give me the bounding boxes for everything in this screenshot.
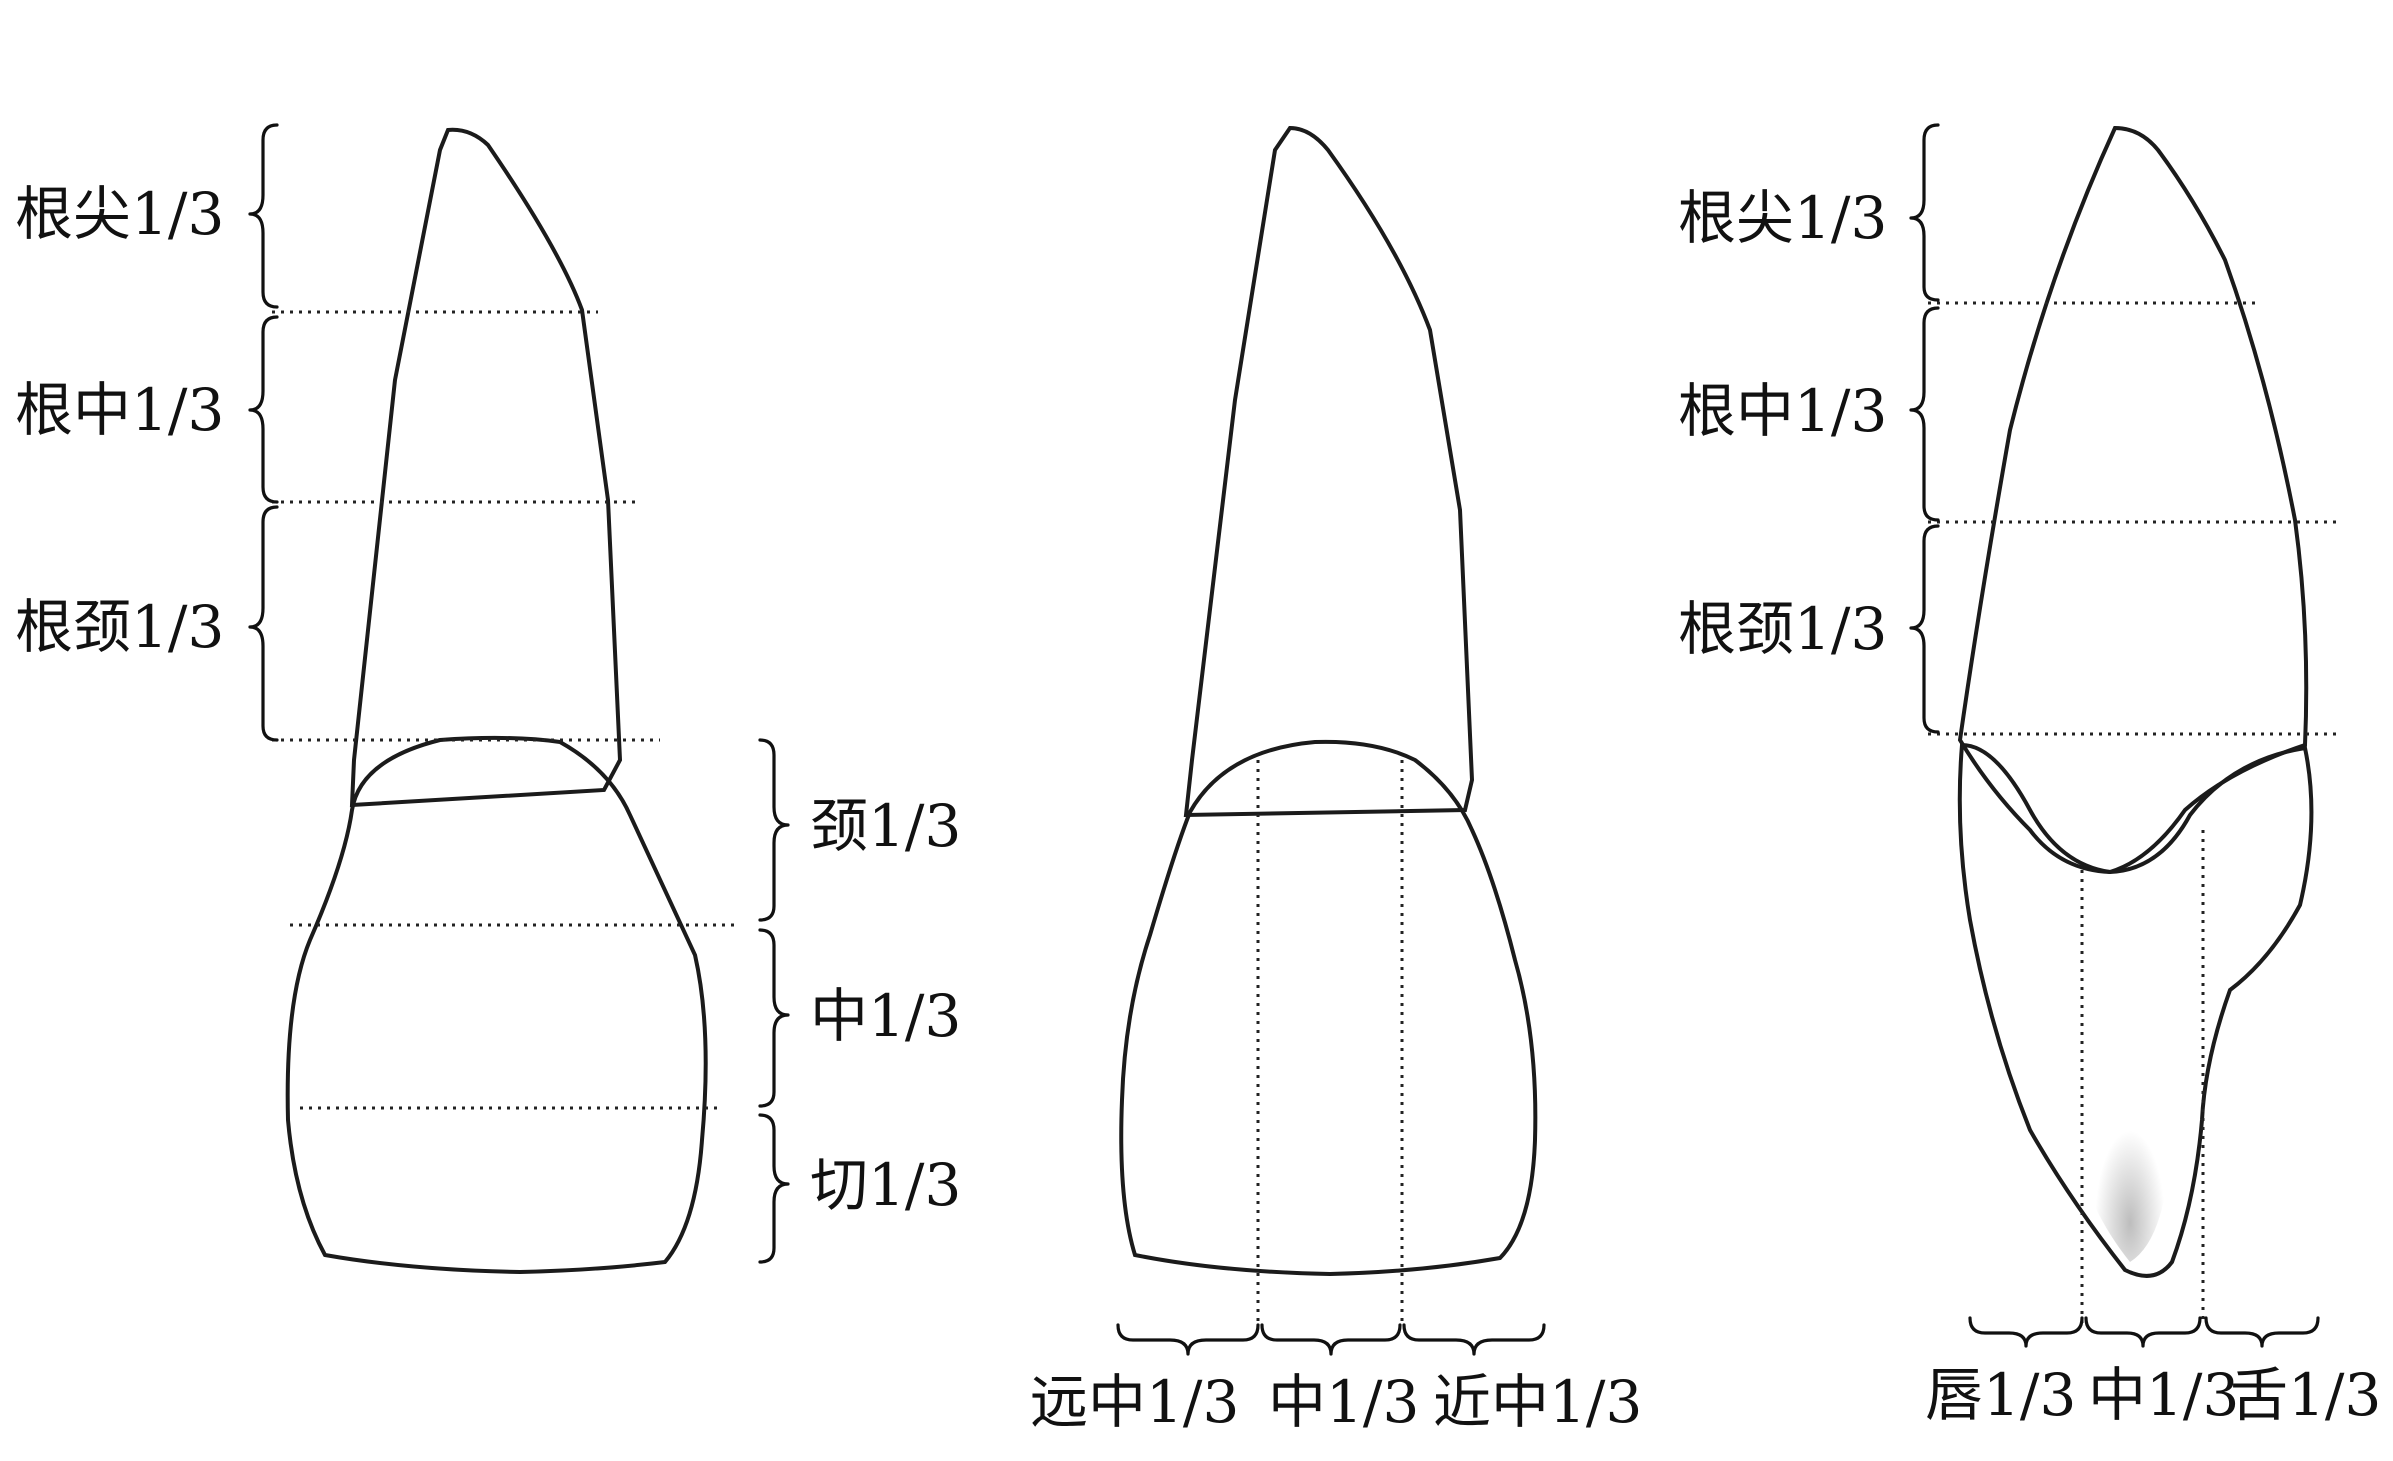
- brace-crown-cervical: [758, 738, 790, 922]
- brace-mesial: [1402, 1323, 1546, 1356]
- label-distal: 远中1/3: [1030, 1368, 1239, 1436]
- brace-distal: [1116, 1323, 1260, 1356]
- front-root: [349, 127, 623, 808]
- front-crown-labels: 颈1/3 中1/3 切1/3: [810, 792, 961, 1219]
- profile-crown: [1957, 742, 2314, 1278]
- side-crown: [1119, 739, 1538, 1277]
- side-view-tooth: [1119, 125, 1538, 1277]
- brace-profile-root-apical: [1909, 123, 1940, 302]
- profile-bottom-labels: 唇1/3 中1/3 舌1/3: [1925, 1361, 2381, 1429]
- label-mid: 中1/3: [1268, 1368, 1419, 1436]
- side-root: [1183, 125, 1475, 818]
- label-profile-root-cervical: 根颈1/3: [1678, 595, 1887, 663]
- brace-lingual: [2204, 1316, 2320, 1348]
- label-lingual: 舌1/3: [2230, 1361, 2381, 1429]
- front-crown-braces: [758, 738, 790, 1264]
- side-view-braces: [1116, 1323, 1546, 1356]
- label-root-cervical: 根颈1/3: [15, 593, 224, 661]
- label-profile-root-apical: 根尖1/3: [1678, 184, 1887, 252]
- profile-view-tooth: [1957, 125, 2314, 1278]
- front-root-labels: 根尖1/3 根中1/3 根颈1/3: [15, 180, 224, 661]
- label-labial: 唇1/3: [1925, 1361, 2076, 1429]
- brace-root-apical: [248, 123, 279, 309]
- brace-crown-incisal: [758, 1113, 790, 1264]
- front-view-dividers: [272, 310, 735, 1110]
- brace-profile-root-middle: [1909, 306, 1940, 522]
- profile-tip-highlight: [2070, 1000, 2170, 1262]
- label-crown-cervical: 颈1/3: [810, 792, 961, 860]
- brace-mid: [1260, 1323, 1402, 1356]
- label-profile-mid: 中1/3: [2088, 1361, 2239, 1429]
- profile-bottom-braces: [1968, 1316, 2320, 1348]
- brace-profile-root-cervical: [1909, 524, 1940, 734]
- label-root-apical: 根尖1/3: [15, 180, 224, 248]
- profile-root: [1957, 125, 2309, 875]
- side-view-dividers: [1256, 760, 1404, 1325]
- side-view-labels: 远中1/3 中1/3 近中1/3: [1030, 1368, 1642, 1436]
- profile-root-labels: 根尖1/3 根中1/3 根颈1/3: [1678, 184, 1887, 663]
- brace-crown-middle: [758, 928, 790, 1108]
- label-root-middle: 根中1/3: [15, 376, 224, 444]
- brace-root-middle: [248, 315, 279, 504]
- profile-view-dividers: [1928, 301, 2338, 1325]
- label-crown-incisal: 切1/3: [810, 1151, 961, 1219]
- label-mesial: 近中1/3: [1433, 1368, 1642, 1436]
- brace-labial: [1968, 1316, 2084, 1348]
- label-crown-middle: 中1/3: [810, 982, 961, 1050]
- front-root-braces: [248, 123, 279, 742]
- profile-root-braces: [1909, 123, 1940, 734]
- front-crown: [285, 735, 708, 1275]
- front-view-tooth: [285, 127, 708, 1275]
- brace-profile-mid: [2084, 1316, 2202, 1348]
- label-profile-root-middle: 根中1/3: [1678, 377, 1887, 445]
- brace-root-cervical: [248, 505, 279, 742]
